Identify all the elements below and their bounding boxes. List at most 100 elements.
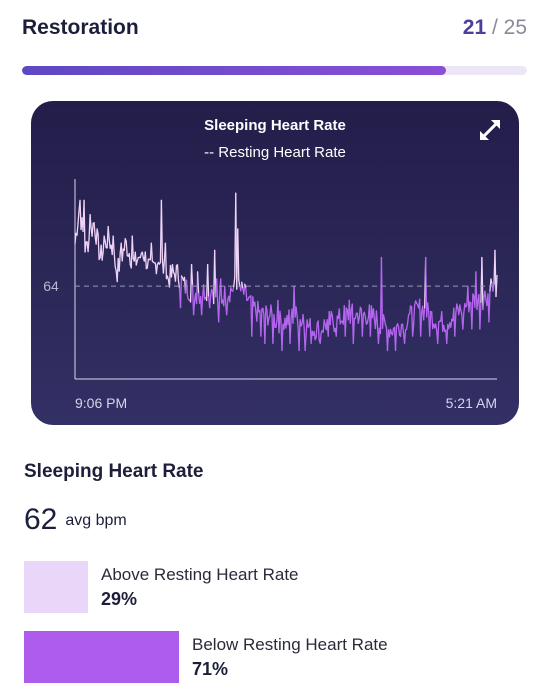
heart-rate-segment <box>389 328 393 335</box>
heart-rate-segment <box>475 271 478 311</box>
heart-rate-segment <box>102 235 105 253</box>
heart-rate-segment <box>229 287 232 303</box>
heart-rate-segment <box>270 304 273 315</box>
heart-rate-segment <box>412 304 416 326</box>
y-tick-label-64: 64 <box>43 278 59 294</box>
heart-rate-segment <box>406 314 410 325</box>
heart-rate-segment <box>304 333 307 352</box>
heart-rate-segment <box>185 279 189 297</box>
heart-rate-segment <box>381 314 385 330</box>
heart-rate-segment <box>296 314 299 328</box>
heart-rate-segment <box>490 278 493 285</box>
heart-rate-segment <box>427 302 430 313</box>
heart-rate-segment <box>471 293 474 330</box>
score-readout: 21 / 25 <box>463 16 527 40</box>
heart-rate-segment <box>293 285 296 318</box>
heart-rate-segment <box>462 311 465 330</box>
heart-rate-segment <box>273 314 276 328</box>
sleeping-heart-rate-chart-card[interactable]: 64 9:06 PM 5:21 AM Sleeping Heart Rate -- … <box>31 101 519 425</box>
heart-rate-segment <box>411 324 415 337</box>
heart-rate-segment <box>329 311 332 326</box>
heart-rate-segment <box>313 330 316 341</box>
average-bpm-row: 62 avg bpm <box>24 503 127 537</box>
heart-rate-segment <box>358 306 362 318</box>
below-resting-percent: 71% <box>192 659 229 679</box>
heart-rate-segment <box>233 276 236 288</box>
heart-rate-segment <box>83 199 86 253</box>
heart-rate-segment <box>317 320 320 341</box>
heart-rate-segment <box>386 329 390 352</box>
heart-rate-segment <box>87 237 90 253</box>
summary-section-title: Sleeping Heart Rate <box>24 461 204 482</box>
heart-rate-segment <box>125 240 128 257</box>
heart-rate-segment <box>93 222 96 237</box>
heart-rate-segment <box>155 264 159 275</box>
heart-rate-segment <box>112 235 115 254</box>
heart-rate-segment <box>104 240 107 249</box>
heart-rate-segment <box>84 241 87 253</box>
heart-rate-segment <box>488 290 491 323</box>
heart-rate-segment <box>208 295 212 309</box>
heart-rate-segment <box>113 252 116 268</box>
heart-rate-segment <box>306 319 309 328</box>
heart-rate-segment <box>224 285 227 305</box>
heart-rate-segment <box>174 264 178 282</box>
heart-rate-segment <box>74 232 77 245</box>
heart-rate-segment <box>450 318 453 328</box>
heart-rate-segment <box>232 285 235 292</box>
above-resting-percent: 29% <box>101 589 138 609</box>
heart-rate-segment <box>335 315 338 337</box>
heart-rate-segment <box>226 299 229 316</box>
heart-rate-segment <box>218 293 221 323</box>
heart-rate-segment <box>192 300 196 316</box>
legend-above-resting: Above Resting Heart Rate 29% <box>24 561 529 613</box>
heart-rate-segment <box>97 233 100 261</box>
average-bpm-value: 62 <box>24 503 58 536</box>
heart-rate-segment <box>289 319 292 344</box>
heart-rate-segment <box>357 316 361 324</box>
above-resting-label: Above Resting Heart Rate <box>101 565 299 584</box>
heart-rate-segment <box>401 323 405 335</box>
heart-rate-chart: 64 9:06 PM 5:21 AM <box>43 179 498 411</box>
heart-rate-segment <box>164 242 168 280</box>
heart-rate-segment <box>361 313 365 337</box>
heart-rate-segment <box>443 324 446 333</box>
heart-rate-segment <box>260 308 263 337</box>
heart-rate-segment <box>476 300 479 311</box>
heart-rate-segment <box>91 222 94 237</box>
chart-subtitle: -- Resting Heart Rate <box>204 144 346 161</box>
heart-rate-segment <box>264 305 267 344</box>
score-value: 21 <box>462 16 487 39</box>
heart-rate-segment <box>131 235 134 260</box>
heart-rate-segment <box>468 301 471 313</box>
heart-rate-segment <box>160 199 164 261</box>
score-progress-bar <box>22 66 527 75</box>
heart-rate-segment <box>166 275 170 281</box>
heart-rate-segment <box>394 325 398 352</box>
heart-rate-segment <box>422 306 426 321</box>
heart-rate-segment <box>372 308 376 321</box>
expand-icon[interactable] <box>477 117 503 143</box>
heart-rate-segment <box>391 327 395 336</box>
heart-rate-segment <box>262 307 265 316</box>
heart-rate-segment <box>399 323 403 337</box>
heart-rate-segment <box>380 256 384 330</box>
heart-rate-segment <box>408 305 412 315</box>
heart-rate-segment <box>162 259 166 274</box>
heart-rate-segment <box>275 320 278 329</box>
heart-rate-segment <box>89 214 92 229</box>
heart-rate-segment <box>319 332 322 344</box>
heart-rate-segment <box>216 278 219 304</box>
expand-arrows-icon <box>480 120 500 140</box>
x-tick-label-end: 5:21 AM <box>446 395 497 411</box>
heart-rate-segment <box>383 318 387 326</box>
heart-rate-segment <box>123 238 126 251</box>
chart-title: Sleeping Heart Rate <box>204 117 346 134</box>
heart-rate-segment <box>302 314 305 328</box>
heart-rate-segment <box>479 301 482 330</box>
heart-rate-segment <box>405 322 409 330</box>
heart-rate-segment <box>121 248 124 262</box>
heart-rate-segment <box>101 251 104 261</box>
heart-rate-segment <box>460 309 463 316</box>
heart-rate-segment <box>279 310 282 323</box>
